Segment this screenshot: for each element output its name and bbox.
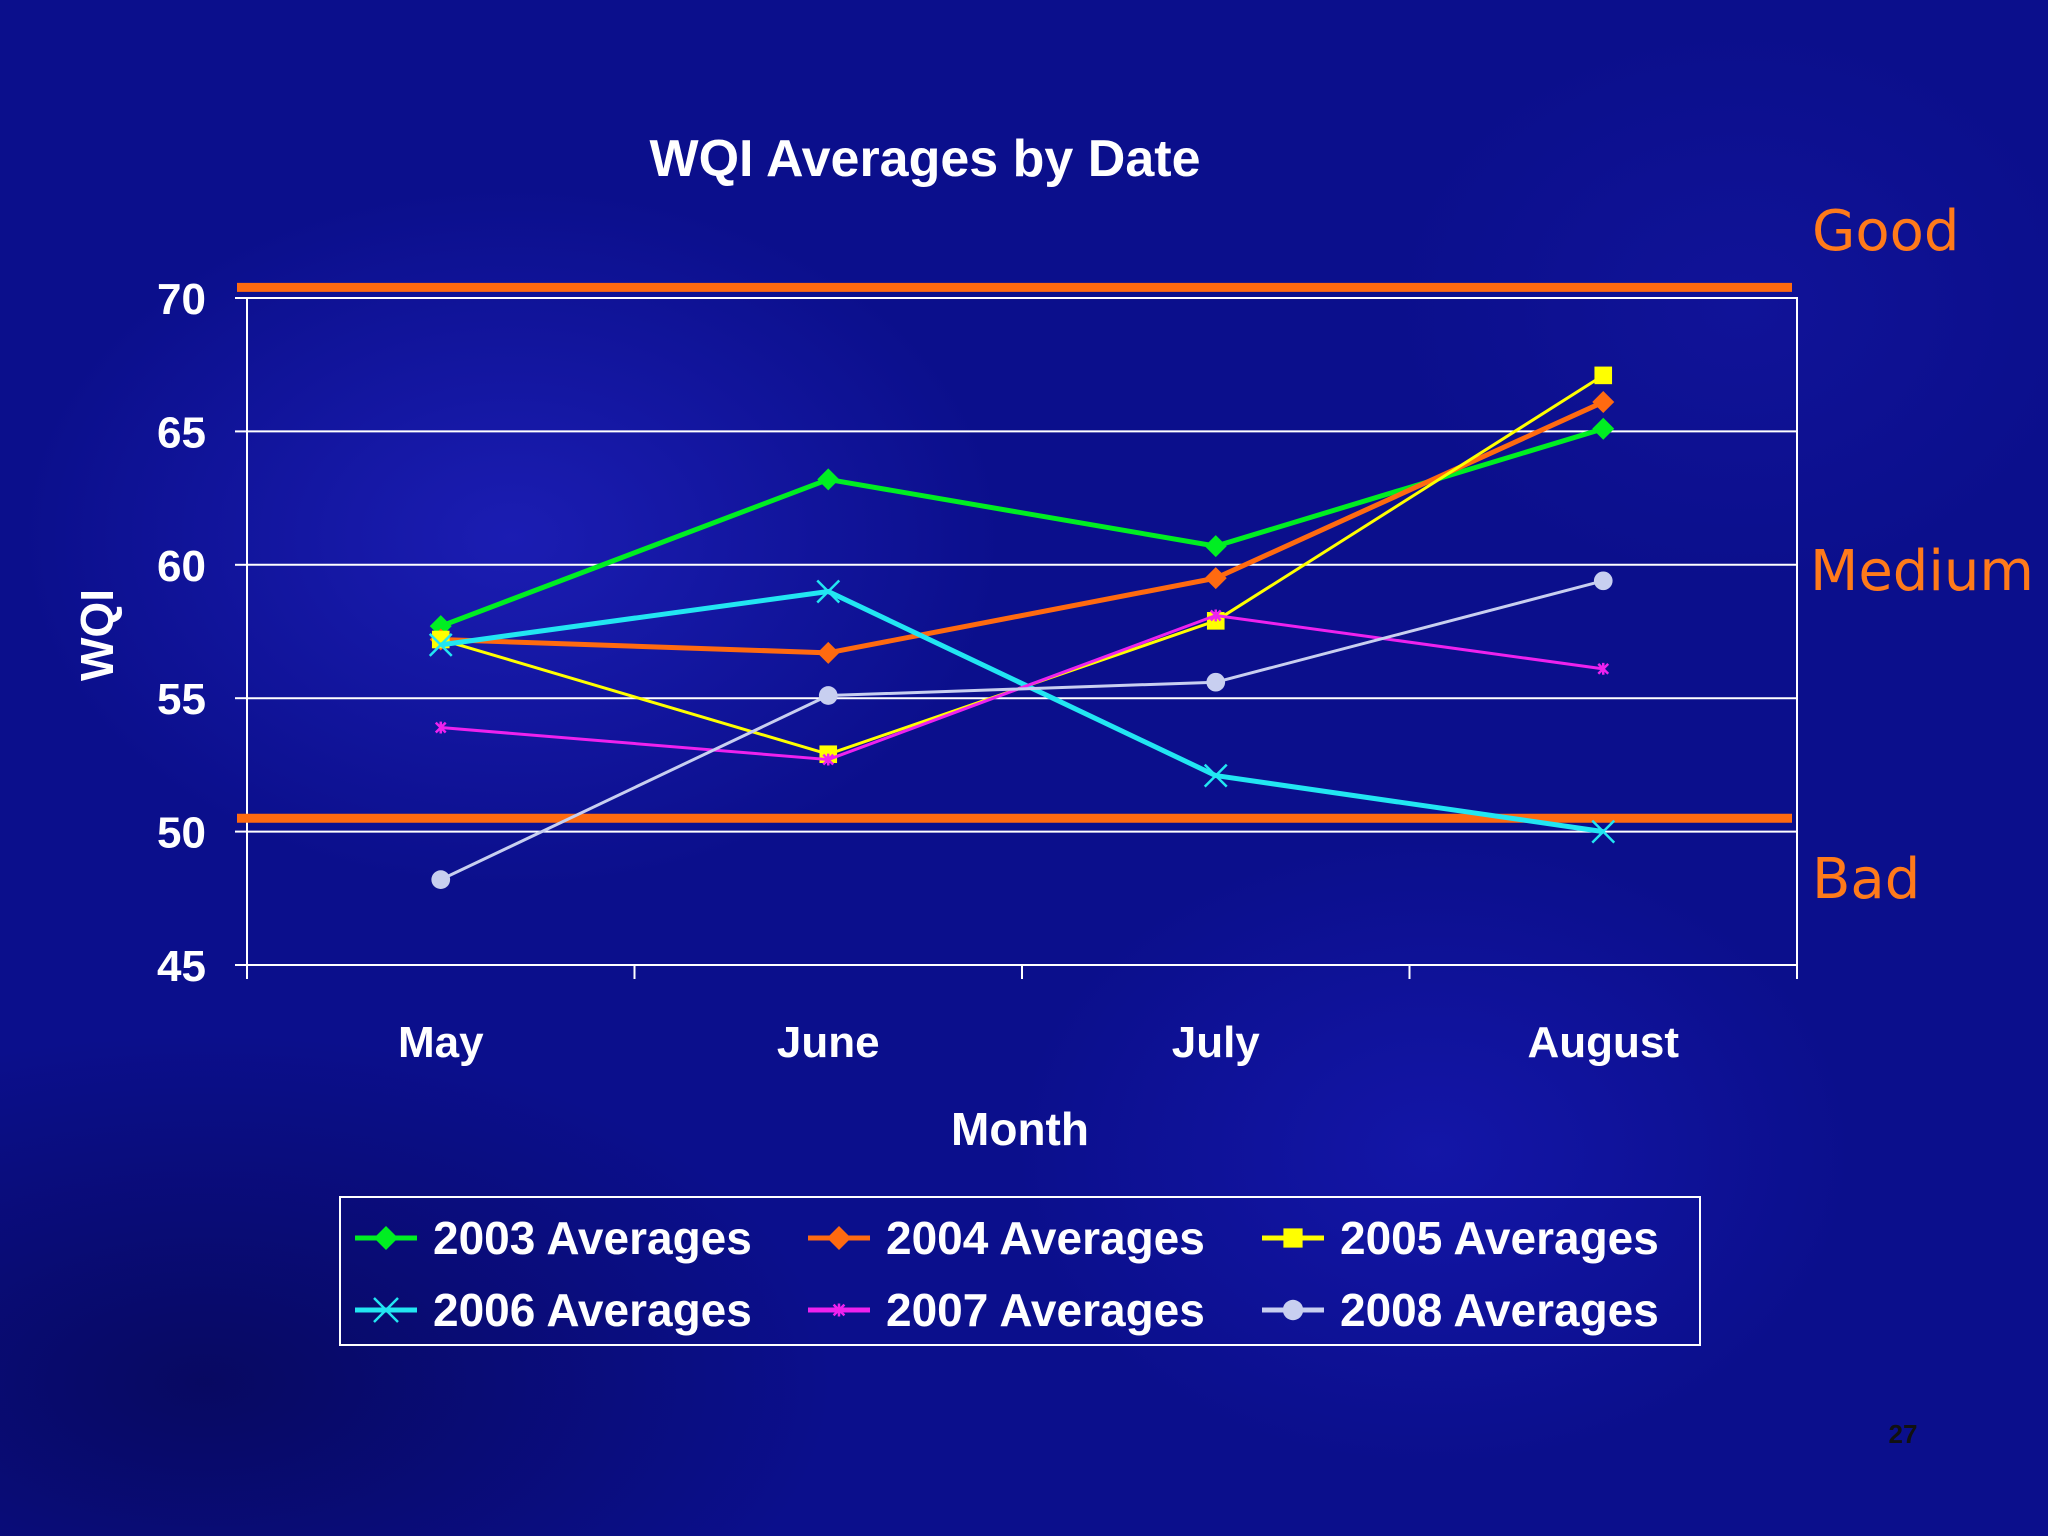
series-4 bbox=[428, 579, 1616, 844]
y-tick-label: 55 bbox=[157, 675, 206, 724]
x-tick-label: June bbox=[777, 1018, 880, 1067]
plot-border bbox=[246, 297, 1798, 966]
y-tick-label: 65 bbox=[157, 408, 206, 457]
data-point bbox=[1282, 1299, 1304, 1321]
band-label-medium: Medium bbox=[1810, 539, 2034, 604]
data-point bbox=[822, 753, 835, 766]
data-point bbox=[1283, 1228, 1303, 1248]
band-label-bad: Bad bbox=[1812, 847, 1920, 912]
legend-item: 2006 Averages bbox=[355, 1284, 752, 1336]
series-line bbox=[440, 579, 1604, 881]
data-point bbox=[817, 468, 840, 491]
legend-label: 2006 Averages bbox=[433, 1284, 752, 1336]
data-point bbox=[1592, 417, 1615, 440]
data-point bbox=[1592, 391, 1615, 414]
y-axis-label: WQI bbox=[71, 589, 123, 681]
data-point bbox=[373, 1297, 399, 1323]
data-point bbox=[1204, 567, 1227, 590]
legend-item: 2004 Averages bbox=[808, 1212, 1205, 1264]
data-point bbox=[1593, 571, 1613, 591]
x-tick-label: July bbox=[1172, 1018, 1261, 1067]
data-point bbox=[1204, 535, 1227, 558]
data-point bbox=[431, 870, 451, 889]
data-point bbox=[827, 1226, 851, 1250]
data-point bbox=[374, 1226, 398, 1250]
band-label-good: Good bbox=[1812, 199, 1959, 264]
data-point bbox=[428, 632, 453, 657]
data-point bbox=[1594, 366, 1613, 385]
legend-item: 2008 Averages bbox=[1262, 1284, 1659, 1336]
legend-item: 2003 Averages bbox=[355, 1212, 752, 1264]
series-1 bbox=[429, 417, 1615, 638]
series-line bbox=[440, 588, 1604, 835]
x-axis-ticks: May June July August bbox=[246, 965, 1798, 1067]
legend-box bbox=[339, 1196, 1701, 1346]
data-point bbox=[1591, 819, 1616, 844]
y-tick-label: 70 bbox=[157, 275, 206, 324]
chart-title: WQI Averages by Date bbox=[649, 130, 1200, 188]
x-axis-label: Month bbox=[951, 1103, 1089, 1155]
legend: 2003 Averages 2004 Averages 2005 Averages 2… bbox=[339, 1196, 1701, 1346]
data-point bbox=[832, 1303, 846, 1317]
x-tick-label: May bbox=[398, 1018, 484, 1067]
legend-label: 2007 Averages bbox=[886, 1284, 1205, 1336]
series-6 bbox=[431, 571, 1613, 889]
data-point bbox=[816, 579, 841, 604]
series-group bbox=[428, 366, 1616, 889]
y-tick-label: 50 bbox=[157, 809, 206, 858]
data-point bbox=[1597, 662, 1610, 675]
plot-area bbox=[246, 297, 1798, 966]
legend-item: 2005 Averages bbox=[1262, 1212, 1659, 1264]
page-number: 27 bbox=[1889, 1419, 1918, 1449]
data-point bbox=[818, 686, 838, 705]
legend-label: 2003 Averages bbox=[433, 1212, 752, 1264]
legend-label: 2008 Averages bbox=[1340, 1284, 1659, 1336]
data-point bbox=[1203, 763, 1228, 788]
y-tick-label: 60 bbox=[157, 542, 206, 591]
data-point bbox=[817, 641, 840, 664]
data-point bbox=[1206, 672, 1226, 692]
y-tick-label: 45 bbox=[157, 942, 206, 991]
legend-label: 2004 Averages bbox=[886, 1212, 1205, 1264]
legend-item: 2007 Averages bbox=[808, 1284, 1205, 1336]
legend-label: 2005 Averages bbox=[1340, 1212, 1659, 1264]
x-tick-label: August bbox=[1527, 1018, 1679, 1067]
series-line bbox=[440, 399, 1605, 656]
series-line bbox=[439, 426, 1604, 629]
data-point bbox=[1209, 609, 1222, 622]
threshold-lines bbox=[237, 282, 1792, 823]
data-point bbox=[434, 721, 447, 734]
y-axis-ticks: 45 50 55 60 65 70 bbox=[157, 275, 247, 991]
